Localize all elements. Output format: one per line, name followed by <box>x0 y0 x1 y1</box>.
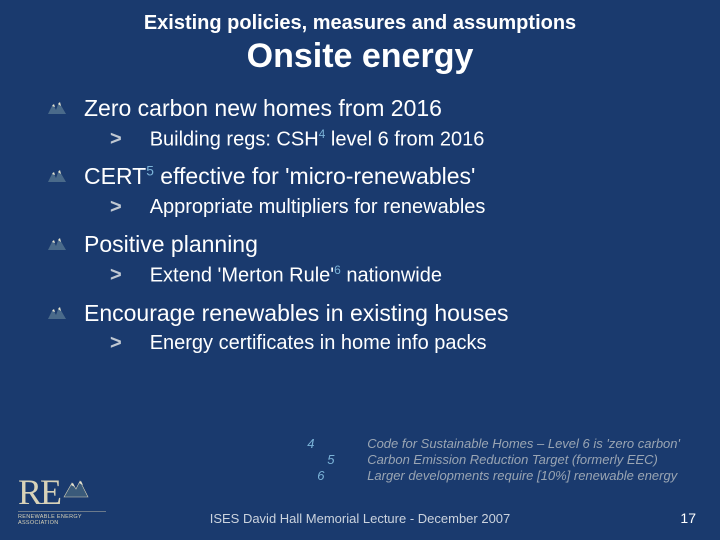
footnote-text: Code for Sustainable Homes – Level 6 is … <box>367 436 680 451</box>
sub-bullet-marker: > <box>110 195 122 219</box>
sub-bullet-text: Appropriate multipliers for renewables <box>150 195 486 220</box>
footnote-row: 4Code for Sustainable Homes – Level 6 is… <box>307 436 680 451</box>
bullet-item: Zero carbon new homes from 2016 <box>48 94 680 123</box>
logo-mountain-icon <box>62 479 90 504</box>
bullet-item: Encourage renewables in existing houses <box>48 299 680 328</box>
page-title: Onsite energy <box>40 37 680 76</box>
sub-bullet-marker: > <box>110 331 122 355</box>
sub-bullet-marker: > <box>110 127 122 151</box>
footnotes: 4Code for Sustainable Homes – Level 6 is… <box>307 436 680 484</box>
bullet-mountain-icon <box>48 102 66 121</box>
footnote-row: 5Carbon Emission Reduction Target (forme… <box>307 452 680 467</box>
page-number: 17 <box>680 510 696 526</box>
sub-bullet-item: > Building regs: CSH4 level 6 from 2016 <box>110 127 680 153</box>
footnote-row: 6Larger developments require [10%] renew… <box>307 468 680 483</box>
pretitle: Existing policies, measures and assumpti… <box>40 12 680 35</box>
footer-text: ISES David Hall Memorial Lecture - Decem… <box>0 511 720 526</box>
sub-bullet-text: Energy certificates in home info packs <box>150 331 487 356</box>
sub-bullet-item: > Energy certificates in home info packs <box>110 331 680 356</box>
bullet-text: Encourage renewables in existing houses <box>84 299 509 328</box>
bullet-text: CERT5 effective for 'micro-renewables' <box>84 162 475 191</box>
logo-letter-r: R <box>18 476 40 508</box>
bullet-mountain-icon <box>48 170 66 189</box>
footnote-text: Carbon Emission Reduction Target (former… <box>367 452 658 467</box>
sub-bullet-text: Extend 'Merton Rule'6 nationwide <box>150 263 442 289</box>
content-list: Zero carbon new homes from 2016 > Building… <box>48 94 680 356</box>
footnote-text: Larger developments require [10%] renewa… <box>367 468 677 483</box>
bullet-mountain-icon <box>48 307 66 326</box>
bullet-item: Positive planning <box>48 230 680 259</box>
footnote-number: 6 <box>307 468 367 483</box>
logo-letter-e: E <box>40 476 60 508</box>
bullet-item: CERT5 effective for 'micro-renewables' <box>48 162 680 191</box>
sub-bullet-item: > Extend 'Merton Rule'6 nationwide <box>110 263 680 289</box>
footnote-number: 5 <box>307 452 367 467</box>
footnote-number: 4 <box>307 436 367 451</box>
bullet-mountain-icon <box>48 238 66 257</box>
sub-bullet-item: > Appropriate multipliers for renewables <box>110 195 680 220</box>
sub-bullet-text: Building regs: CSH4 level 6 from 2016 <box>150 127 485 153</box>
bullet-text: Zero carbon new homes from 2016 <box>84 94 442 123</box>
bullet-text: Positive planning <box>84 230 258 259</box>
sub-bullet-marker: > <box>110 263 122 287</box>
slide: Existing policies, measures and assumpti… <box>0 0 720 540</box>
logo-top: R E <box>18 476 108 508</box>
